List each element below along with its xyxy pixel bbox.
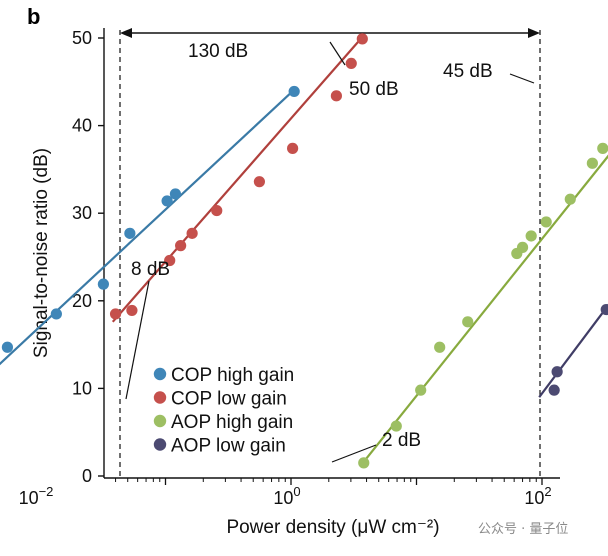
data-point-series-2 bbox=[516, 241, 529, 253]
data-point-series-1 bbox=[126, 304, 138, 317]
data-point-series-0 bbox=[169, 188, 182, 200]
legend-marker-1 bbox=[153, 391, 167, 404]
annotation-8db: 8 dB bbox=[131, 259, 170, 280]
legend-label-0: COP high gain bbox=[171, 365, 294, 386]
range-arrowhead-left bbox=[120, 28, 132, 38]
data-point-series-2 bbox=[415, 384, 427, 396]
data-point-series-1 bbox=[330, 90, 342, 102]
fit-line-series-1 bbox=[111, 35, 364, 323]
annotation-leader-45db bbox=[509, 73, 535, 84]
data-point-series-1 bbox=[164, 254, 176, 267]
data-point-series-1 bbox=[186, 227, 198, 239]
fit-line-series-2 bbox=[359, 154, 608, 467]
annotation-50db: 50 dB bbox=[349, 79, 399, 100]
x-tick-label: 100 bbox=[273, 484, 300, 508]
y-tick-label: 20 bbox=[72, 291, 92, 311]
fit-line-series-0 bbox=[0, 88, 296, 366]
legend-label-1: COP low gain bbox=[171, 389, 287, 410]
data-point-series-3 bbox=[551, 366, 563, 378]
y-tick-label: 10 bbox=[72, 378, 92, 398]
data-point-series-2 bbox=[434, 341, 446, 353]
x-axis-title: Power density (μW cm⁻²) bbox=[226, 517, 439, 538]
y-tick-label: 0 bbox=[82, 466, 92, 486]
range-arrowhead-right bbox=[528, 28, 540, 38]
data-point-series-1 bbox=[211, 204, 223, 217]
data-point-series-1 bbox=[175, 240, 187, 252]
data-point-series-1 bbox=[345, 57, 357, 70]
data-point-series-1 bbox=[356, 33, 368, 45]
data-point-series-0 bbox=[97, 278, 109, 290]
watermark: 公众号 · 量子位 bbox=[478, 522, 568, 537]
data-point-series-2 bbox=[390, 420, 402, 432]
data-point-series-2 bbox=[564, 193, 576, 205]
legend-marker-0 bbox=[153, 367, 167, 381]
data-point-series-0 bbox=[288, 85, 300, 98]
data-point-series-1 bbox=[253, 176, 265, 188]
legend-label-3: AOP low gain bbox=[171, 436, 286, 457]
data-point-series-0 bbox=[1, 341, 14, 353]
fit-line-series-3 bbox=[538, 303, 608, 398]
y-tick-label: 30 bbox=[72, 203, 92, 223]
y-tick-label: 40 bbox=[72, 116, 92, 136]
data-point-series-2 bbox=[540, 216, 552, 228]
data-point-series-2 bbox=[586, 157, 598, 169]
data-point-series-2 bbox=[525, 230, 537, 242]
annotation-45db: 45 dB bbox=[443, 61, 493, 82]
annotation-leader-50db bbox=[329, 41, 346, 66]
annotation-leader-8db bbox=[125, 280, 150, 400]
data-point-series-0 bbox=[124, 227, 136, 239]
data-point-series-2 bbox=[358, 457, 370, 469]
x-tick-label: 10−2 bbox=[19, 484, 54, 508]
data-point-series-1 bbox=[287, 142, 299, 154]
legend-label-2: AOP high gain bbox=[171, 412, 293, 433]
data-point-series-0 bbox=[161, 195, 173, 207]
x-tick-label: 102 bbox=[524, 484, 551, 508]
data-point-series-2 bbox=[462, 316, 474, 328]
data-point-series-0 bbox=[50, 308, 62, 320]
data-point-series-3 bbox=[548, 384, 560, 396]
y-axis-title: Signal-to-noise ratio (dB) bbox=[31, 148, 52, 358]
legend-marker-3 bbox=[153, 438, 167, 451]
data-point-series-3 bbox=[600, 303, 608, 316]
annotation-130db: 130 dB bbox=[188, 41, 248, 62]
data-point-series-2 bbox=[597, 142, 608, 154]
annotation-leader-2db bbox=[331, 444, 377, 463]
annotation-2db: 2 dB bbox=[382, 430, 421, 451]
y-tick-label: 50 bbox=[72, 28, 92, 48]
legend-marker-2 bbox=[153, 414, 167, 428]
panel-label: b bbox=[27, 4, 40, 29]
data-point-series-1 bbox=[109, 308, 122, 320]
